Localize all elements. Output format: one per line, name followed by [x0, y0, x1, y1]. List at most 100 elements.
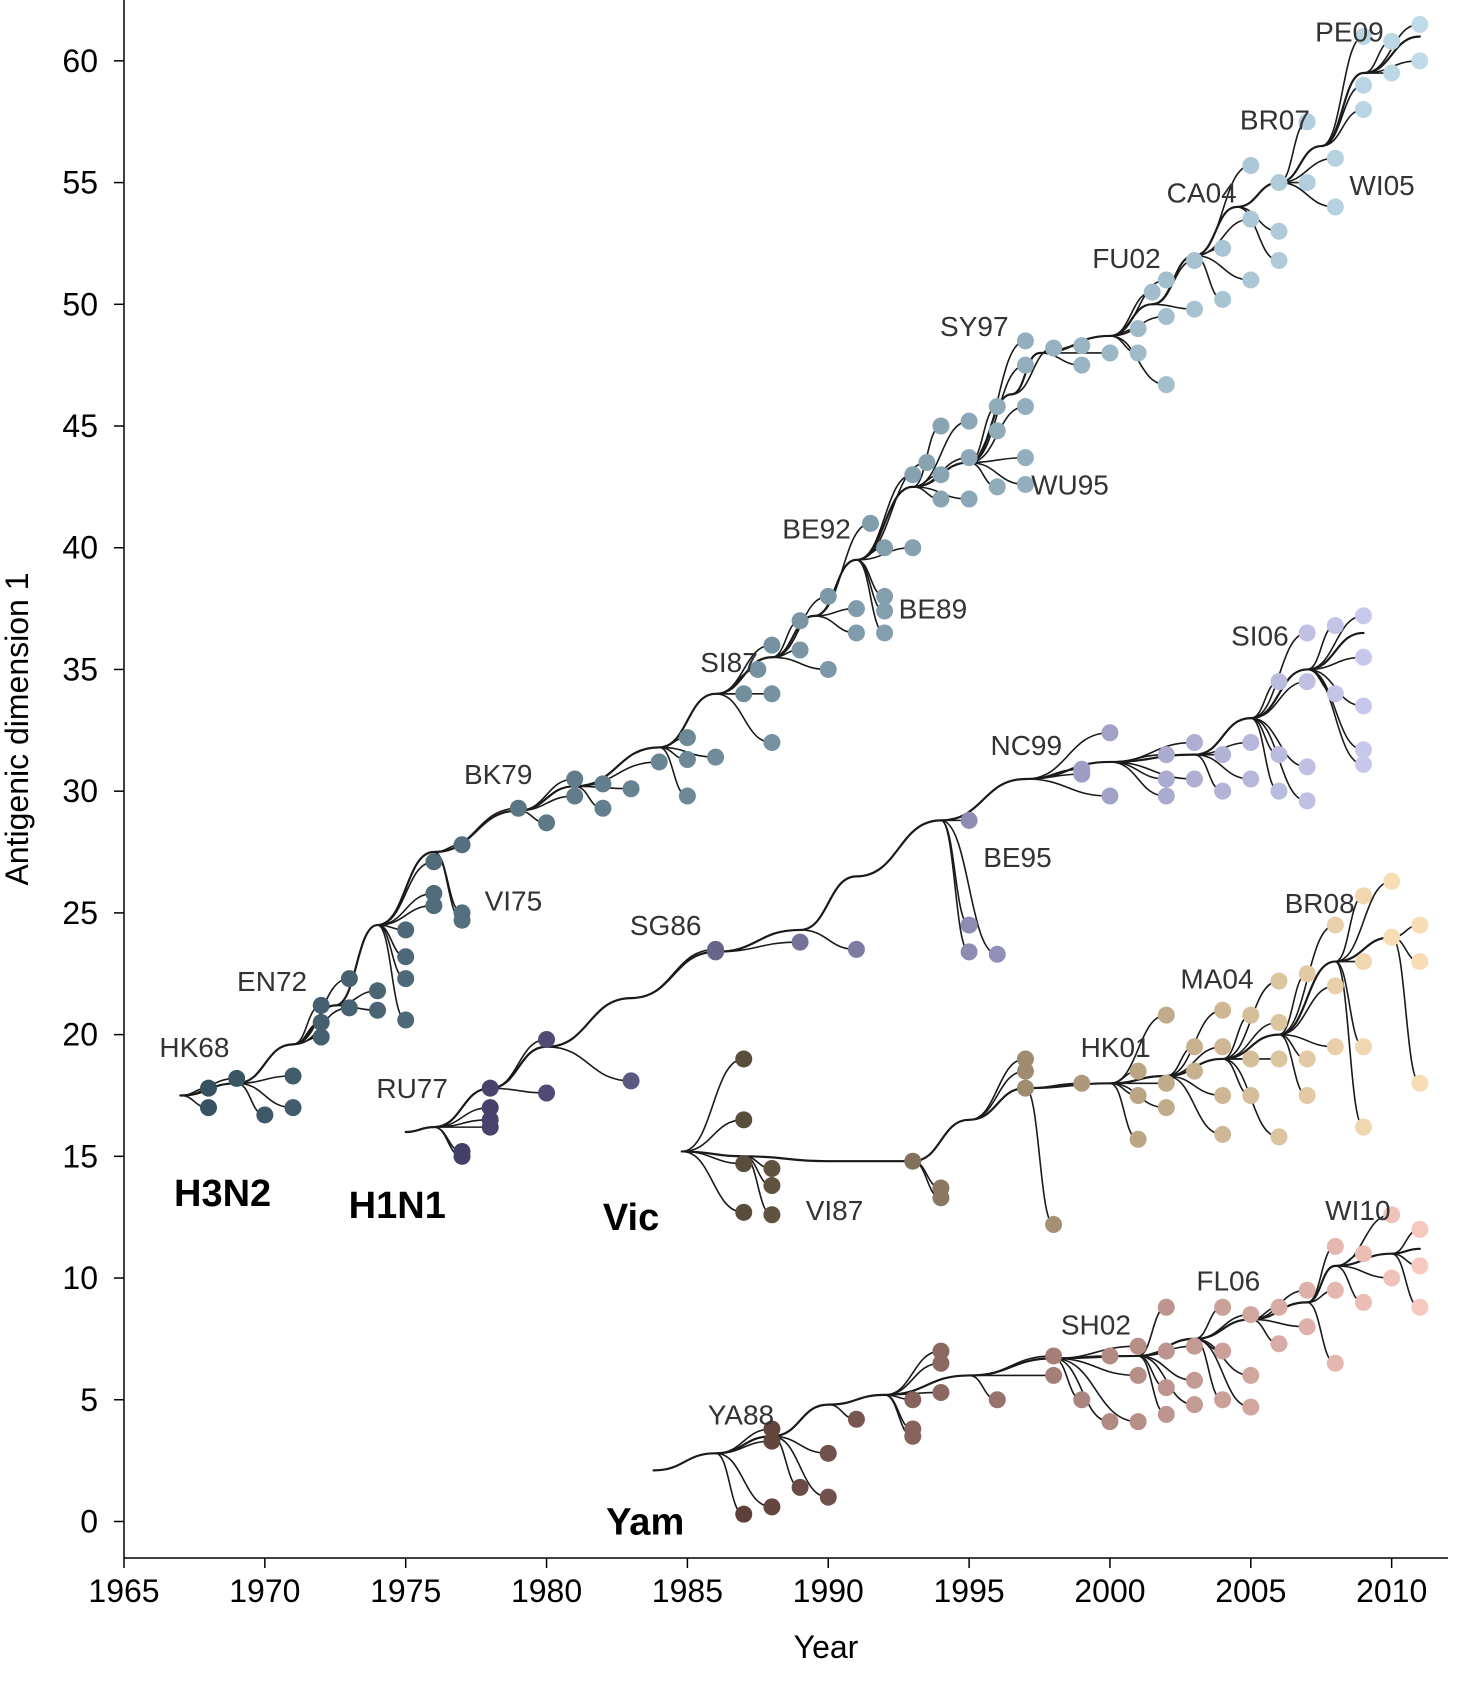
strain-point-yam: [1045, 1347, 1063, 1365]
strain-point-h3n2: [1242, 271, 1260, 289]
strain-point-h3n2: [284, 1099, 302, 1117]
strain-point-h1n1: [481, 1079, 499, 1097]
strain-point-h3n2: [1326, 149, 1344, 167]
strain-point-yam: [1045, 1366, 1063, 1384]
strain-point-h3n2: [200, 1079, 218, 1097]
strain-label: NC99: [990, 730, 1062, 761]
strain-point-h3n2: [594, 799, 612, 817]
strain-point-h3n2: [1016, 475, 1034, 493]
strain-point-h3n2: [763, 733, 781, 751]
strain-label: BK79: [464, 759, 533, 790]
strain-point-h3n2: [1016, 449, 1034, 467]
strain-point-h1n1: [1326, 617, 1344, 635]
x-tick-label: 1995: [934, 1573, 1005, 1609]
strain-point-h1n1: [1354, 697, 1372, 715]
branch-twig: [1109, 1014, 1167, 1085]
strain-point-h3n2: [988, 478, 1006, 496]
strain-point-h1n1: [791, 933, 809, 951]
strain-point-h3n2: [1129, 344, 1147, 362]
strain-point-h1n1: [538, 1030, 556, 1048]
strain-point-h3n2: [340, 970, 358, 988]
strain-point-vic: [735, 1111, 753, 1129]
y-tick-label: 55: [62, 165, 98, 201]
strain-point-h3n2: [1242, 210, 1260, 228]
strain-point-h1n1: [1326, 685, 1344, 703]
strain-point-h3n2: [1101, 344, 1119, 362]
strain-point-h1n1: [1101, 724, 1119, 742]
strain-point-vic: [1383, 872, 1401, 890]
strain-point-yam: [1326, 1237, 1344, 1255]
strain-point-yam: [1185, 1371, 1203, 1389]
strain-point-h1n1: [1157, 787, 1175, 805]
strain-point-yam: [1270, 1298, 1288, 1316]
strain-point-h1n1: [481, 1118, 499, 1136]
strain-label: VI75: [485, 886, 543, 917]
strain-label: SH02: [1061, 1309, 1131, 1340]
branch-twig: [1194, 1313, 1251, 1340]
strain-point-yam: [1383, 1206, 1401, 1224]
strain-point-h3n2: [397, 970, 415, 988]
strain-point-h3n2: [1270, 222, 1288, 240]
strain-label: FL06: [1196, 1265, 1260, 1296]
strain-point-yam: [988, 1391, 1006, 1409]
strain-point-h3n2: [1411, 52, 1429, 70]
strain-point-yam: [791, 1478, 809, 1496]
branch-twig: [715, 1440, 772, 1455]
branch-twig: [681, 1058, 744, 1153]
strain-point-vic: [1298, 1050, 1316, 1068]
x-tick-label: 1985: [652, 1573, 723, 1609]
strain-point-vic: [1326, 1038, 1344, 1056]
strain-point-yam: [1411, 1257, 1429, 1275]
strain-point-h3n2: [1129, 320, 1147, 338]
strain-label: WU95: [1031, 469, 1109, 500]
strain-point-h3n2: [763, 685, 781, 703]
branch-twig: [1025, 778, 1110, 797]
strain-point-h1n1: [1157, 746, 1175, 764]
branch-twig: [1109, 761, 1195, 780]
branch-twig: [800, 929, 857, 951]
strain-point-vic: [1214, 1086, 1232, 1104]
strain-label: VI87: [806, 1195, 864, 1226]
strain-point-h3n2: [340, 999, 358, 1017]
strain-point-vic: [1354, 953, 1372, 971]
strain-point-vic: [1270, 1128, 1288, 1146]
strain-point-vic: [1270, 1050, 1288, 1068]
branch-twig: [1335, 880, 1392, 963]
strain-labels-layer: HK68 EN72 VI75 BK79 SI87 BE89 BE92 WU95 SY97 FU02…: [159, 17, 1414, 1544]
strain-point-vic: [763, 1206, 781, 1224]
strain-point-h1n1: [988, 945, 1006, 963]
strain-point-yam: [763, 1420, 781, 1438]
strain-point-yam: [1129, 1366, 1147, 1384]
strain-point-yam: [1242, 1366, 1260, 1384]
strain-point-vic: [735, 1155, 753, 1173]
branch-twig: [715, 941, 801, 953]
strain-point-yam: [1129, 1337, 1147, 1355]
branch-twig: [1320, 35, 1364, 147]
strain-point-yam: [1270, 1335, 1288, 1353]
branch-twig: [490, 1038, 547, 1089]
branch-twig: [433, 1119, 491, 1128]
y-tick-label: 60: [62, 43, 98, 79]
branch-twig: [1053, 1357, 1111, 1423]
branch-twig: [856, 473, 913, 561]
strain-point-vic: [1016, 1079, 1034, 1097]
strain-point-vic: [1242, 1050, 1260, 1068]
strain-point-vic: [1185, 1038, 1203, 1056]
strain-point-yam: [1157, 1379, 1175, 1397]
strain-point-yam: [1073, 1391, 1091, 1409]
strain-point-h3n2: [622, 780, 640, 798]
strain-point-vic: [904, 1152, 922, 1170]
strain-label: WI05: [1349, 170, 1414, 201]
strain-point-vic: [1354, 1038, 1372, 1056]
strain-point-h3n2: [791, 612, 809, 630]
x-tick-label: 1990: [793, 1573, 864, 1609]
branch-twig: [1166, 1075, 1223, 1136]
strain-point-h3n2: [847, 624, 865, 642]
strain-point-vic: [1270, 1013, 1288, 1031]
y-tick-label: 45: [62, 408, 98, 444]
strain-point-h1n1: [1354, 607, 1372, 625]
strain-point-h3n2: [988, 422, 1006, 440]
strain-point-vic: [1016, 1062, 1034, 1080]
strain-point-h3n2: [1157, 271, 1175, 289]
